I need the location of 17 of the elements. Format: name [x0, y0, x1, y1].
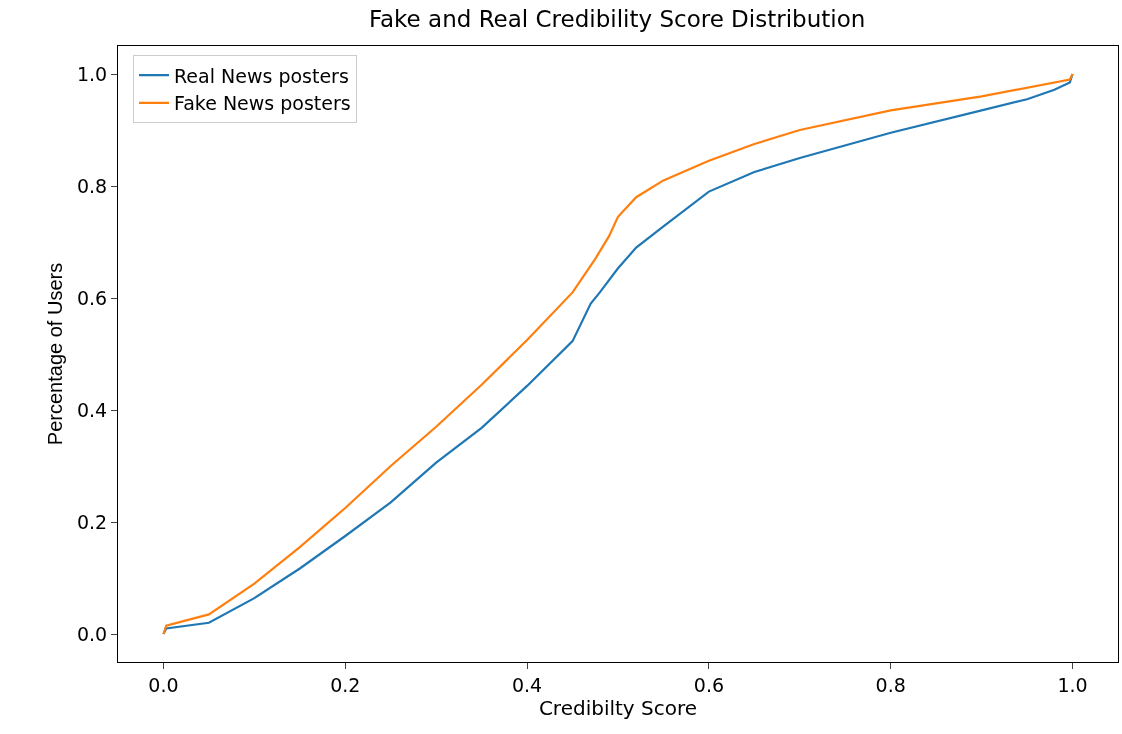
x-tick-label: 0.6: [693, 673, 725, 696]
x-tick-label: 0.0: [148, 673, 179, 696]
x-tick-label: 0.2: [330, 673, 361, 696]
x-tick-label: 0.4: [511, 673, 543, 696]
y-tick-label: 0.6: [76, 286, 108, 309]
x-axis-title: Credibilty Score: [538, 695, 698, 720]
y-tick-label: 0.0: [76, 622, 108, 645]
legend-label: Fake News posters: [174, 92, 351, 115]
x-tick-label: 0.8: [875, 673, 906, 696]
y-tick-label: 0.8: [76, 174, 108, 197]
chart-title: Fake and Real Credibility Score Distribution: [368, 6, 866, 33]
y-tick-label: 0.4: [76, 398, 108, 421]
legend-label: Real News posters: [174, 64, 349, 87]
x-tick-label: 1.0: [1057, 673, 1088, 696]
y-axis-title: Percentage of Users: [44, 262, 67, 446]
y-tick-label: 1.0: [76, 62, 108, 85]
y-tick-label: 0.2: [76, 510, 108, 533]
